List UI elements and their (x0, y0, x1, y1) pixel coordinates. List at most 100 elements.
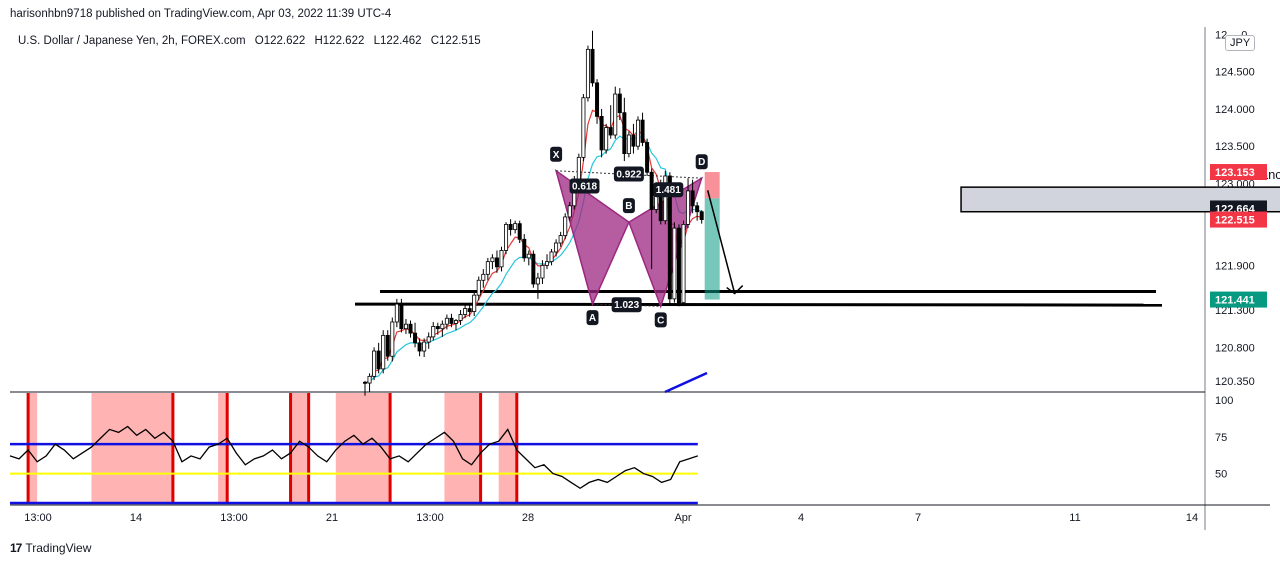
candle (595, 79, 600, 124)
candle (663, 170, 668, 225)
publish-info: harisonhbn9718 published on TradingView.… (10, 8, 392, 20)
brand[interactable]: 17 TradingView (10, 541, 91, 555)
candle (531, 250, 536, 288)
candle (622, 97, 627, 162)
oscillator-tick-label: 50 (1215, 469, 1227, 481)
price-tick-label: 120.350 (1215, 376, 1255, 388)
price-label-box (1210, 164, 1267, 181)
candle (567, 202, 572, 221)
candle (522, 234, 527, 262)
pattern-point-label: B (625, 201, 632, 212)
candle (408, 320, 413, 338)
candle (504, 222, 509, 255)
candle (453, 319, 458, 331)
candle (508, 219, 513, 236)
candle (554, 239, 559, 257)
time-tick-label: 11 (1069, 512, 1080, 524)
ohlc-high: H122.622 (314, 35, 365, 47)
candle (590, 30, 595, 87)
pattern-ratio-box (611, 297, 642, 313)
pattern-point-box (654, 312, 667, 328)
take-profit-box (704, 198, 720, 300)
time-tick-label: 7 (915, 512, 921, 524)
candle (422, 338, 427, 357)
pattern-point-box (550, 146, 563, 162)
price-label-box (1210, 211, 1267, 228)
harmonic-ac-dotted (592, 303, 661, 307)
oscillator-highlight-1 (91, 393, 173, 503)
price-label: 121.441 (1215, 295, 1255, 307)
oscillator-tick-label: 100 (1215, 395, 1233, 407)
candle (490, 254, 495, 270)
candle (431, 321, 436, 341)
price-tick-label: 124.000 (1215, 104, 1255, 116)
pattern-point-box (586, 310, 599, 326)
candle (599, 108, 604, 158)
currency-button[interactable]: JPY (1225, 35, 1256, 51)
pattern-point-box (622, 198, 635, 214)
candle (681, 220, 686, 305)
oscillator-highlight-3 (290, 393, 309, 503)
oscillator-highlight-0 (28, 393, 38, 503)
candle (481, 269, 486, 288)
oscillator-tick-label: 75 (1215, 432, 1227, 444)
candle (581, 94, 586, 162)
candle (485, 257, 490, 281)
candle (604, 123, 609, 154)
price-label: 123.153 (1215, 167, 1255, 179)
pattern-ratio-box (613, 166, 644, 182)
candle (494, 250, 499, 273)
candle (640, 112, 645, 147)
candle (426, 332, 431, 349)
time-tick-label: 21 (326, 512, 338, 524)
target-arrow-head (726, 285, 744, 295)
pattern-ratio-box (653, 182, 684, 198)
candle (362, 380, 367, 396)
price-tick-label: 123.000 (1215, 178, 1255, 190)
symbol-name: U.S. Dollar / Japanese Yen, 2h, FOREX.co… (18, 35, 246, 47)
candle (476, 276, 481, 301)
candle (517, 220, 522, 244)
time-tick-label: 14 (130, 512, 142, 524)
price-tick-label: 120.800 (1215, 342, 1255, 354)
candle (367, 373, 372, 392)
trend-line-fragment (664, 371, 708, 394)
time-tick-label: 28 (522, 512, 534, 524)
candle (535, 272, 540, 299)
target-arrow (706, 190, 736, 294)
time-tick-label: 14 (1186, 512, 1198, 524)
ohlc-open: O122.622 (254, 35, 306, 47)
candle (449, 313, 454, 328)
candle (699, 210, 704, 224)
pattern-ratio-label: 1.481 (656, 185, 681, 196)
candle (435, 322, 440, 335)
price-tick-label: 121.900 (1215, 260, 1255, 272)
time-tick-label: Apr (674, 512, 691, 524)
candle (540, 260, 545, 284)
pattern-ratio-label: 0.618 (572, 181, 597, 192)
candle (372, 347, 377, 381)
candle (636, 116, 641, 150)
pattern-point-label: A (589, 313, 596, 324)
candle (463, 304, 468, 319)
candle (394, 298, 399, 328)
candle (467, 302, 472, 317)
candle (631, 123, 636, 154)
candle (585, 45, 590, 102)
candle (472, 291, 477, 317)
candle (545, 254, 550, 270)
oscillator-highlight-2 (218, 393, 228, 503)
price-tick-label: 123.500 (1215, 141, 1255, 153)
symbol-legend: U.S. Dollar / Japanese Yen, 2h, FOREX.co… (18, 35, 487, 47)
pattern-ratio-box (569, 178, 600, 194)
candle (645, 138, 650, 176)
candle (626, 131, 631, 158)
candle (376, 342, 381, 374)
pattern-ratio-label: 1.023 (614, 300, 639, 311)
oscillator-highlight-6 (498, 393, 517, 503)
time-tick-label: 13:00 (220, 512, 248, 524)
candle (413, 322, 418, 348)
candle (617, 88, 622, 121)
candle (499, 246, 504, 272)
